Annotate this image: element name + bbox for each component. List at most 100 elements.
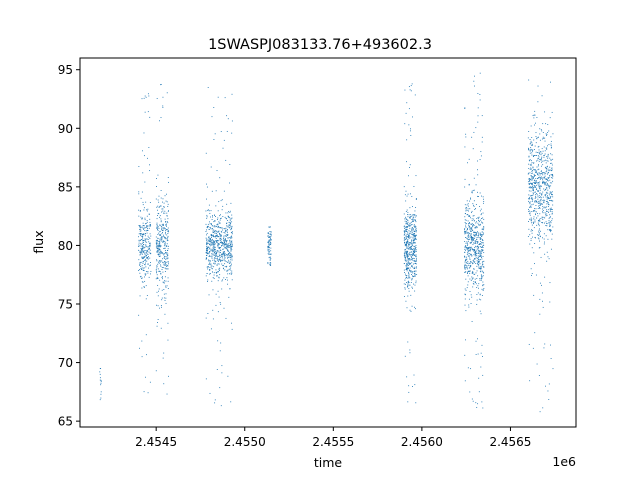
data-point [221,257,223,259]
data-point [414,238,416,240]
data-point [208,294,210,296]
data-point [465,136,467,138]
data-point [539,192,541,194]
data-point [224,254,226,256]
data-point [164,240,166,242]
data-point [268,236,270,238]
data-point [410,251,412,253]
data-point [464,266,466,268]
data-point [406,231,408,232]
data-point [469,246,470,248]
data-point [160,117,162,119]
data-point [268,247,270,249]
data-point [547,210,549,212]
data-point [471,276,473,278]
data-point [482,247,484,248]
data-point [221,239,223,241]
x-tick-label: 2.4560 [401,435,443,449]
data-point [480,266,482,268]
data-point [231,217,233,219]
data-point [217,236,219,238]
data-point [539,236,541,238]
data-point [477,261,479,263]
data-point [536,184,538,186]
data-point [219,240,221,241]
data-point [167,218,169,220]
data-point [231,93,233,95]
data-point [551,209,553,210]
data-point [414,236,416,238]
data-point [222,267,224,269]
data-point [540,200,542,202]
data-point [219,247,221,249]
data-point [411,259,413,261]
data-point [468,306,470,308]
data-point [415,246,417,248]
data-point [165,200,167,202]
data-point [213,266,215,268]
data-point [224,240,226,242]
data-point [538,186,540,188]
data-point [478,249,479,251]
data-point [165,224,167,226]
data-point [537,137,539,138]
data-point [218,259,219,261]
data-point [481,246,483,248]
data-point [215,271,217,273]
data-point [472,215,474,217]
data-point [404,287,406,289]
data-point [413,214,415,215]
data-point [217,250,219,252]
data-point [147,263,149,265]
data-point [206,238,208,240]
data-point [415,249,417,251]
data-point [212,231,214,233]
data-point [230,247,232,249]
data-point [476,238,478,240]
data-point [538,149,540,151]
data-point [465,246,467,248]
data-point [479,293,481,295]
data-point [219,234,221,236]
data-point [226,246,228,248]
data-point [532,115,534,117]
data-point [464,293,466,295]
data-point [466,228,468,230]
data-point [216,235,218,237]
data-point [481,258,483,260]
data-point [482,289,484,291]
data-point [412,219,414,221]
data-point [532,230,534,232]
data-point [148,241,150,243]
data-point [481,250,483,252]
data-point [531,137,533,139]
data-point [476,227,478,229]
data-point [145,260,147,262]
data-point [231,255,233,257]
data-point [539,186,541,188]
data-point [403,226,405,228]
data-point [211,190,213,192]
data-point [230,267,232,269]
data-point [164,276,166,278]
data-point [407,265,409,267]
data-point [220,234,222,236]
data-point [415,231,417,233]
data-point [470,217,471,219]
data-point [546,166,548,168]
data-point [529,180,531,182]
data-point [552,200,554,202]
data-point [166,215,168,216]
data-point [161,228,163,230]
data-point [479,206,481,207]
data-point [159,234,161,236]
data-point [166,225,167,227]
data-point [164,236,165,238]
data-point [270,250,272,252]
data-point [206,242,208,244]
data-point [157,250,159,252]
data-point [156,278,158,280]
data-point [471,272,473,274]
data-point [413,267,415,269]
data-point [205,234,207,236]
